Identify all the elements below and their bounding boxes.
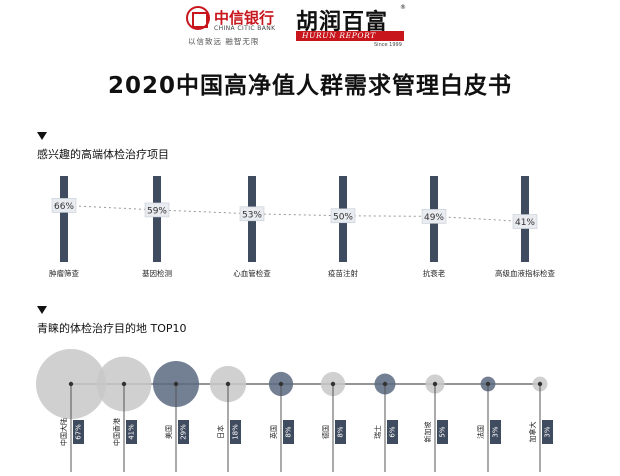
hurun-report-logo: 胡润百富 ® HURUN REPORT Since 1999	[296, 4, 408, 50]
anchor-dot	[225, 381, 231, 387]
anchor-dot	[173, 381, 179, 387]
checkup-interest-chart: 66% 肿瘤筛查 59% 基因检测 53% 心血管检查 50% 疫苗注射 49% 抗衰老 41% 高级…	[49, 176, 555, 278]
value-label: 41%	[515, 218, 535, 228]
chart1-title: 感兴趣的高端体检治疗项目	[37, 148, 169, 161]
destination-label: 瑞士	[373, 425, 382, 439]
hurun-red-band	[296, 31, 404, 41]
category-label: 肿瘤筛查	[49, 268, 79, 278]
destination-label: 加拿大	[528, 422, 537, 443]
value-label-box	[144, 202, 170, 218]
value-label: 8%	[337, 426, 345, 437]
anchor-dot	[68, 381, 74, 387]
value-label: 3%	[492, 426, 500, 437]
value-badge	[542, 420, 553, 444]
trend-line	[63, 204, 526, 223]
value-label-box	[330, 208, 356, 224]
value-badge	[230, 420, 241, 444]
destination-bubble-chart: 中国大陆 67% 中国香港 41% 美国 29% 日本 18% 英国 8% 德国 8% 瑞士 6% 新加坡 5…	[36, 349, 553, 472]
hurun-since: Since 1999	[374, 42, 402, 48]
destination-label: 英国	[269, 425, 278, 439]
value-badge	[73, 420, 84, 444]
category-label: 心血管检查	[233, 268, 271, 278]
anchor-dot	[121, 381, 127, 387]
citic-seal-icon	[186, 6, 210, 30]
registered-mark: ®	[400, 4, 406, 11]
value-label: 53%	[242, 210, 262, 220]
destination-label: 中国香港	[112, 418, 121, 446]
value-label-box	[239, 206, 265, 222]
destination-label: 中国大陆	[59, 418, 68, 446]
citic-slogan: 以信致远 融智无限	[188, 37, 260, 46]
value-label: 5%	[439, 426, 447, 437]
category-label: 基因检测	[142, 268, 172, 278]
value-badge	[437, 420, 448, 444]
value-label: 50%	[333, 212, 353, 222]
value-label: 29%	[180, 424, 188, 440]
value-label-box	[421, 209, 447, 224]
bar	[153, 176, 161, 262]
destination-label: 美国	[164, 425, 173, 439]
value-label-box	[51, 198, 77, 213]
value-badge	[283, 420, 294, 444]
destination-label: 日本	[216, 425, 225, 439]
bar	[60, 176, 68, 262]
value-badge	[335, 420, 346, 444]
value-badge	[178, 420, 189, 444]
value-label: 3%	[544, 426, 552, 437]
page-title: 2020中国高净值人群需求管理白皮书	[107, 73, 512, 99]
section-marker-icon	[37, 306, 47, 314]
citic-bank-logo: 中信银行 CHINA CITIC BANK 以信致远 融智无限	[186, 4, 290, 48]
anchor-dot	[330, 381, 336, 387]
anchor-dot	[382, 381, 388, 387]
anchor-dot	[537, 381, 543, 387]
hurun-english-name: HURUN REPORT	[302, 31, 376, 40]
anchor-dot	[432, 381, 438, 387]
logo-header: 中信银行 CHINA CITIC BANK 以信致远 融智无限 胡润百富 ® H…	[0, 0, 620, 52]
value-badge	[387, 420, 398, 444]
value-label-box	[512, 214, 538, 229]
value-label: 41%	[128, 424, 136, 440]
value-label: 59%	[147, 206, 167, 216]
citic-english-name: CHINA CITIC BANK	[214, 25, 276, 32]
destination-label: 法国	[476, 425, 485, 439]
value-label: 67%	[75, 424, 83, 440]
category-label: 疫苗注射	[328, 268, 358, 278]
value-label: 66%	[54, 202, 74, 212]
anchor-dot	[278, 381, 284, 387]
category-label: 高级血液指标检查	[495, 268, 555, 278]
value-badge	[490, 420, 501, 444]
citic-name: 中信银行	[214, 9, 275, 27]
destination-label: 德国	[321, 425, 330, 439]
chart2-title: 青睐的体检治疗目的地 TOP10	[37, 322, 187, 335]
category-label: 抗衰老	[423, 268, 446, 278]
value-label: 6%	[389, 426, 397, 437]
value-label: 49%	[424, 213, 444, 223]
value-label: 8%	[285, 426, 293, 437]
anchor-dot	[485, 381, 491, 387]
value-label: 18%	[232, 424, 240, 440]
value-badge	[126, 420, 137, 444]
hurun-name: 胡润百富	[296, 9, 389, 35]
destination-label: 新加坡	[423, 422, 432, 443]
section-marker-icon	[37, 132, 47, 140]
